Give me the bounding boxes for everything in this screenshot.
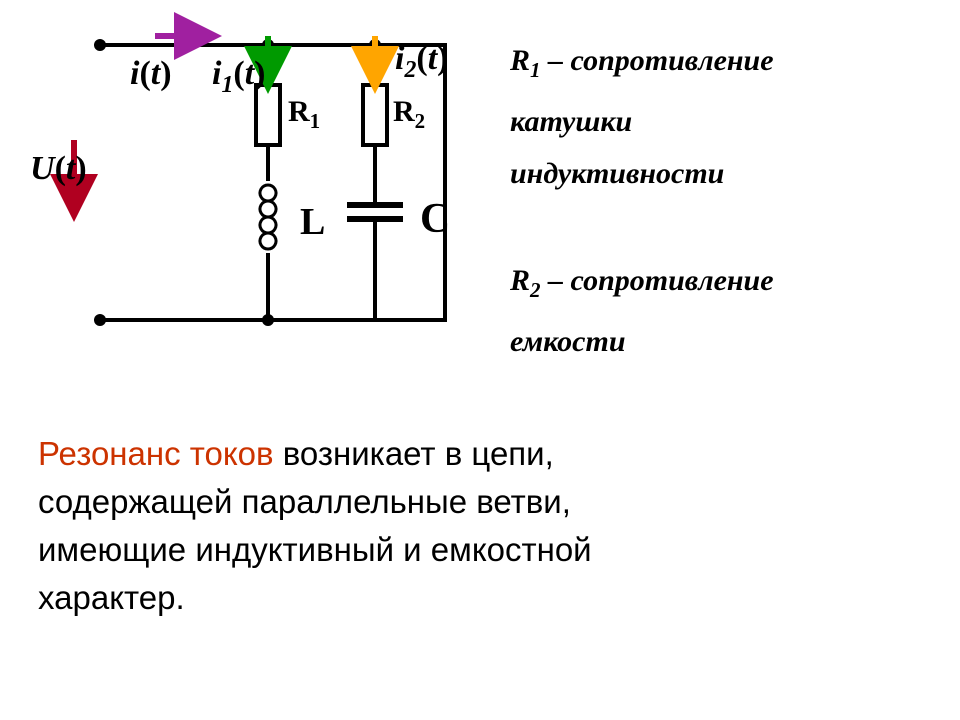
label-u: U(t) bbox=[30, 150, 87, 188]
label-r1: R1 bbox=[288, 95, 320, 134]
label-r2: R2 bbox=[393, 95, 425, 134]
right-text-block-1: R1 – сопротивлениекатушкииндуктивности bbox=[510, 35, 774, 200]
label-i: i(t) bbox=[130, 55, 172, 93]
right-text-block-2: R2 – сопротивлениеемкости bbox=[510, 255, 774, 368]
label-i1: i1(t) bbox=[212, 55, 265, 99]
label-i2: i2(t) bbox=[395, 40, 448, 84]
label-c: C bbox=[420, 195, 450, 243]
description-paragraph: Резонанс токов возникает в цепи,содержащ… bbox=[38, 430, 592, 622]
label-l: L bbox=[300, 200, 325, 244]
